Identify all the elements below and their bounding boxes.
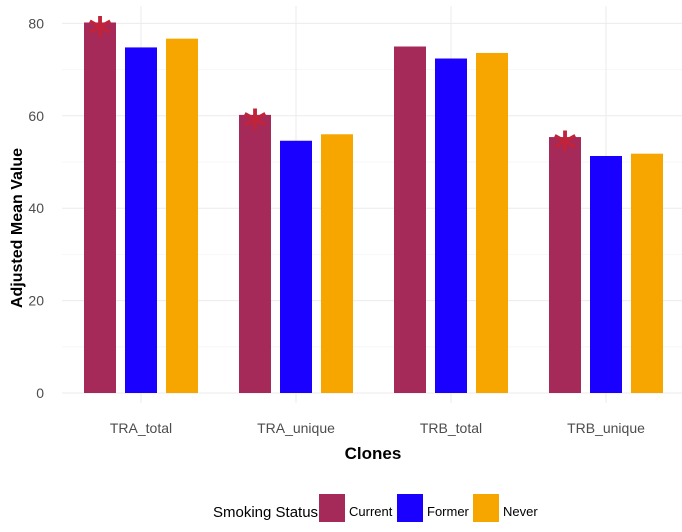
y-tick-label: 0 bbox=[36, 385, 44, 401]
x-tick-label: TRA_total bbox=[110, 420, 172, 436]
bar-trb-total-current bbox=[394, 46, 426, 393]
significance-asterisk-tra-total: * bbox=[88, 7, 112, 61]
y-axis-title: Adjusted Mean Value bbox=[9, 148, 26, 308]
bar-trb-total-never bbox=[476, 52, 508, 394]
bar-tra-total-former bbox=[125, 47, 157, 393]
y-tick-label: 80 bbox=[28, 15, 44, 31]
y-tick-label: 40 bbox=[28, 200, 44, 216]
legend-key-current bbox=[319, 494, 345, 522]
y-tick-label: 20 bbox=[28, 293, 44, 309]
y-tick-label: 60 bbox=[28, 108, 44, 124]
y-axis-ticks: 0 20 40 60 80 bbox=[28, 15, 44, 401]
significance-asterisk-tra-unique: * bbox=[243, 100, 267, 154]
bar-trb-unique-former bbox=[590, 155, 622, 393]
legend: Smoking Status Current Former Never bbox=[213, 494, 538, 522]
bar-tra-total-current bbox=[84, 22, 116, 393]
bar-tra-unique-never bbox=[321, 134, 353, 393]
legend-label-current: Current bbox=[349, 504, 393, 519]
x-axis-ticks: TRA_total TRA_unique TRB_total TRB_unique bbox=[110, 420, 645, 436]
x-axis-title: Clones bbox=[345, 444, 402, 463]
legend-title: Smoking Status bbox=[213, 504, 318, 521]
x-tick-label: TRA_unique bbox=[257, 420, 335, 436]
bar-tra-unique-former bbox=[280, 140, 312, 393]
significance-marks: * * * bbox=[88, 7, 577, 176]
legend-label-never: Never bbox=[503, 504, 538, 519]
bar-trb-total-former bbox=[435, 58, 467, 394]
x-tick-label: TRB_total bbox=[420, 420, 482, 436]
significance-asterisk-trb-unique: * bbox=[553, 122, 577, 176]
bar-trb-unique-never bbox=[631, 153, 663, 393]
x-tick-label: TRB_unique bbox=[567, 420, 645, 436]
legend-key-never bbox=[473, 494, 499, 522]
bars bbox=[84, 22, 663, 394]
bar-tra-unique-current bbox=[239, 114, 271, 393]
bar-trb-unique-current bbox=[549, 137, 581, 393]
legend-key-former bbox=[397, 494, 423, 522]
bar-tra-total-never bbox=[166, 38, 198, 394]
legend-label-former: Former bbox=[427, 504, 470, 519]
